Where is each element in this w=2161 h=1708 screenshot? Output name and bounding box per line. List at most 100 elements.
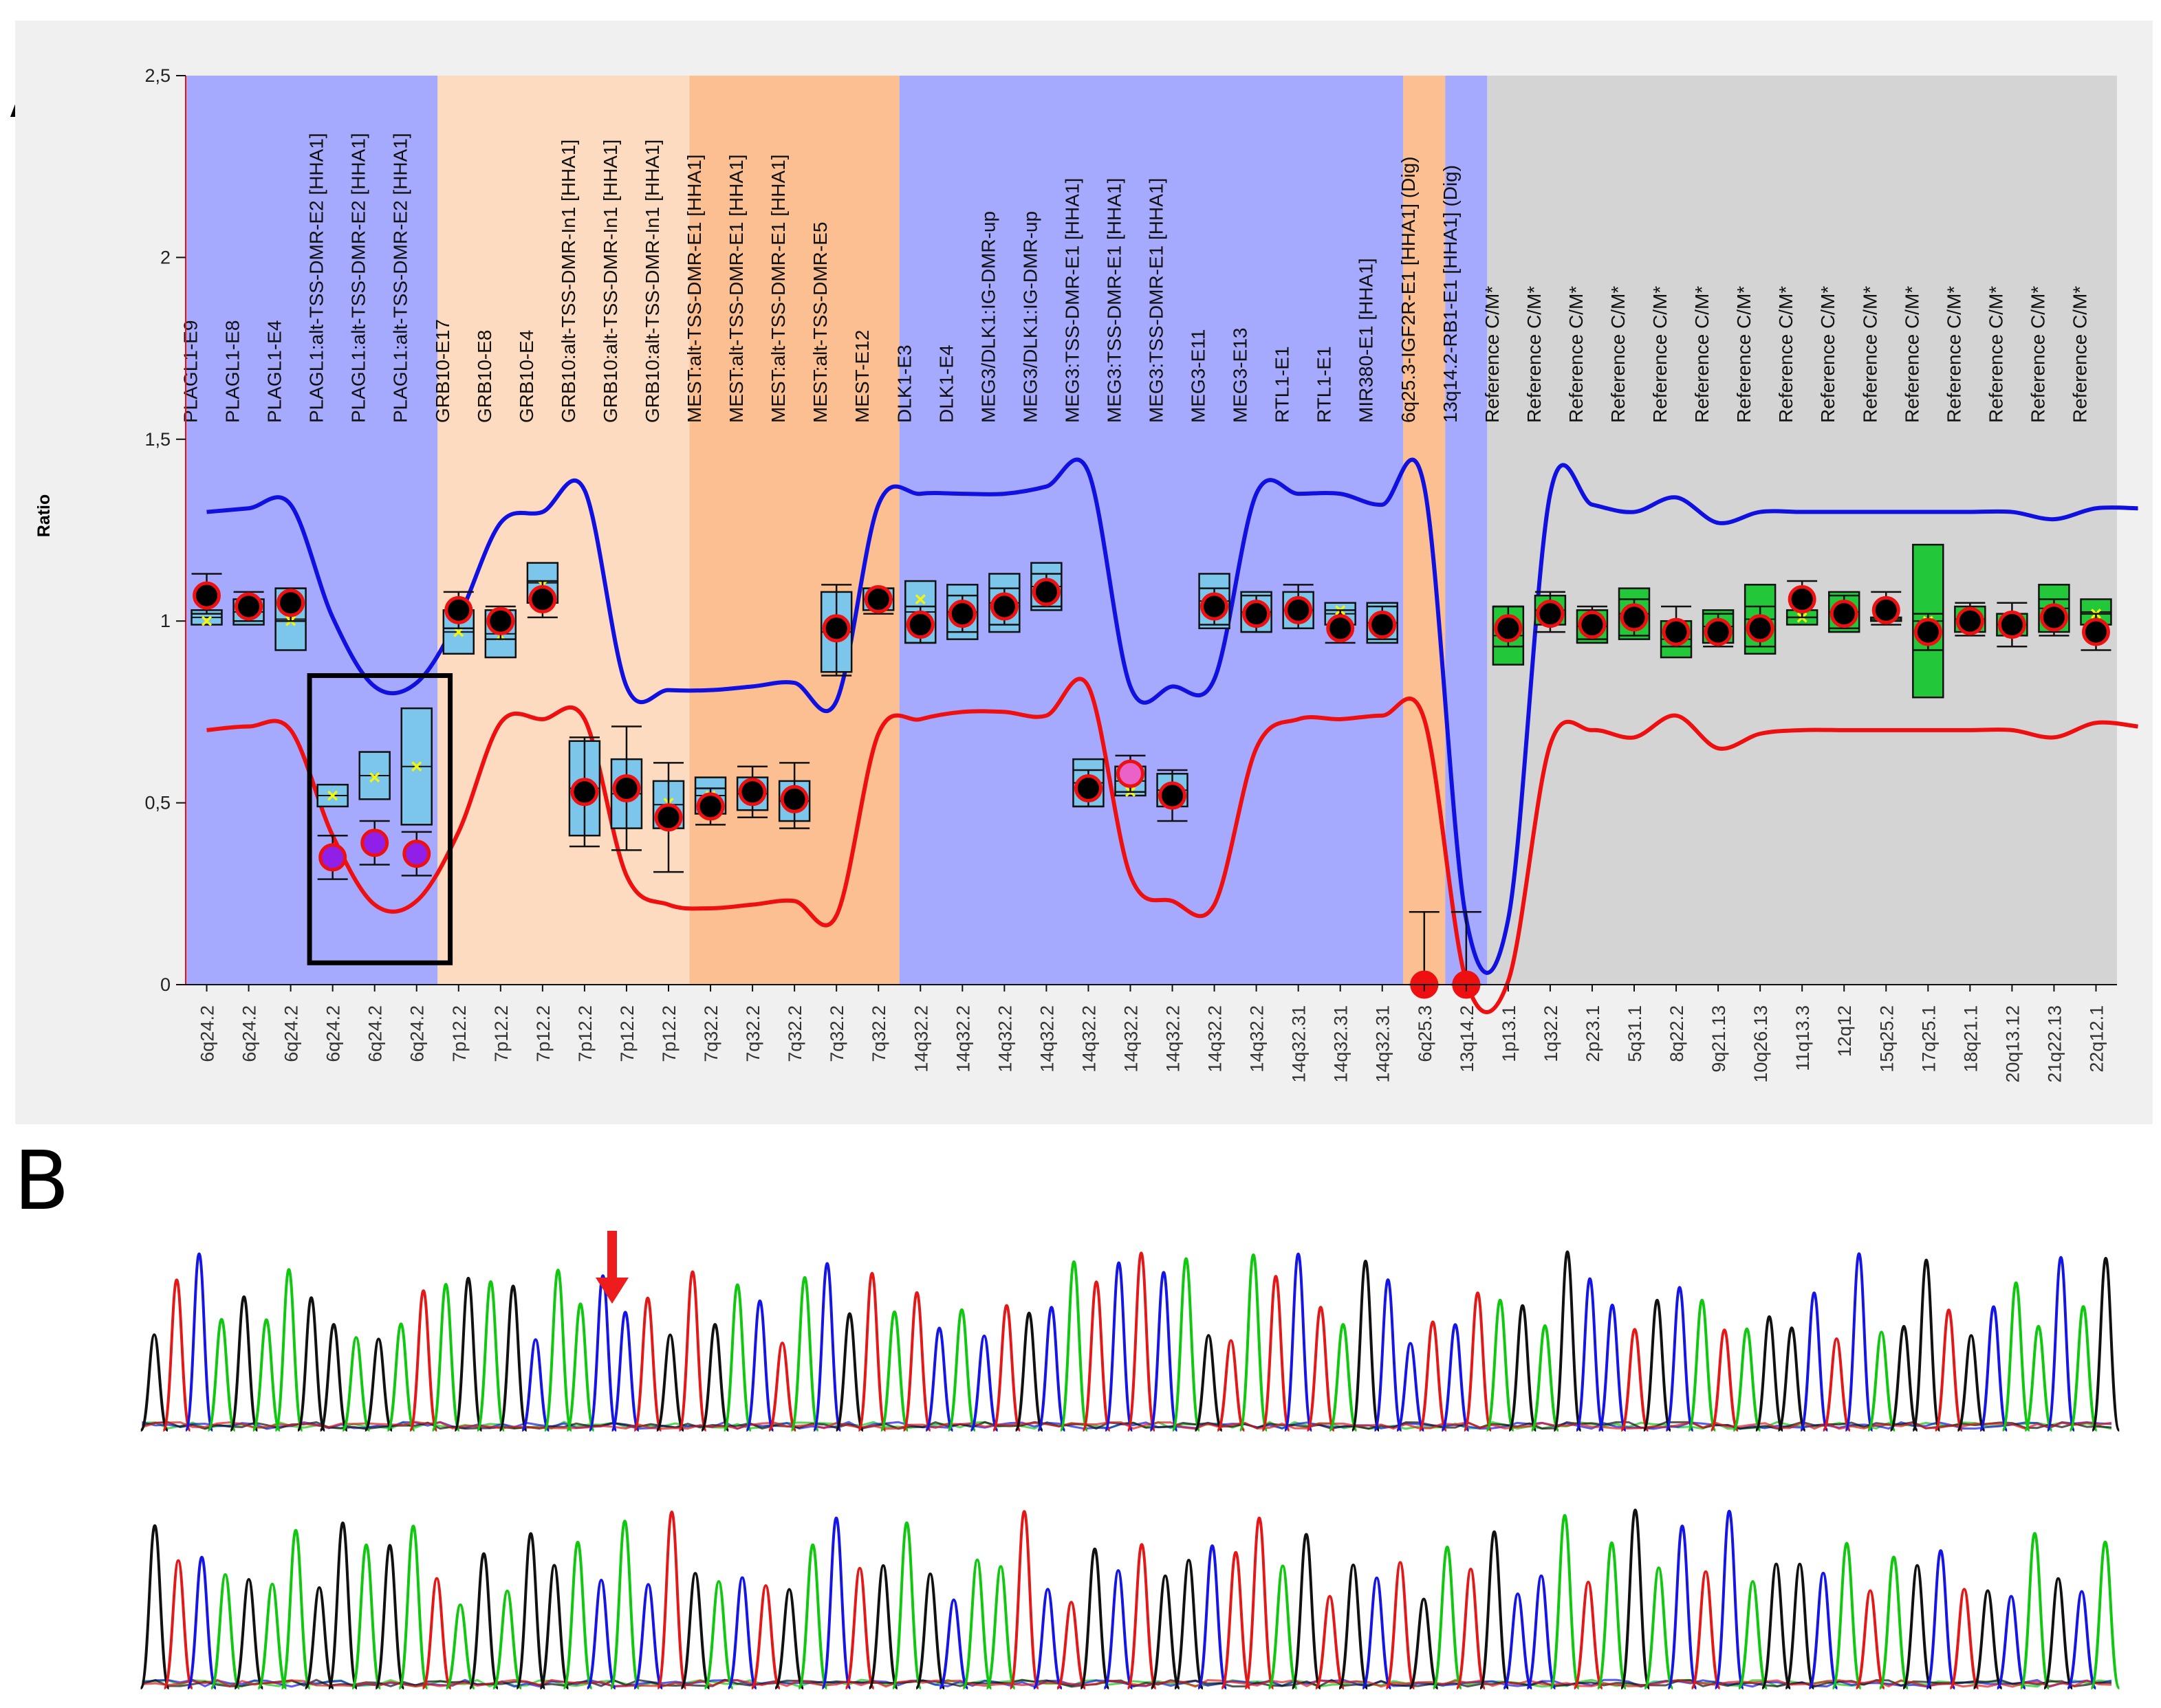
y-tick-label: 2 xyxy=(160,247,171,267)
bottom-trace-peak xyxy=(1431,1545,1463,1689)
top-trace-peak xyxy=(229,1295,259,1432)
bottom-trace-peak xyxy=(1713,1509,1745,1689)
top-trace-peak xyxy=(2023,1324,2054,1432)
ratio-point xyxy=(570,778,599,807)
top-trace-peak xyxy=(274,1268,304,1432)
probe-label: MEST:alt-TSS-DMR-E1 [HHA1] xyxy=(684,155,705,424)
probe-label: GRB10:alt-TSS-DMR-In1 [HHA1] xyxy=(642,140,663,423)
bottom-trace-peak xyxy=(703,1579,735,1689)
probe-label: GRB10-E17 xyxy=(432,319,453,423)
bottom-trace-peak xyxy=(1056,1601,1087,1689)
probe-label: MEG3/DLK1:IG-DMR-up xyxy=(977,211,999,423)
bottom-trace-peak xyxy=(821,1516,852,1689)
bottom-trace-peak xyxy=(1854,1589,1886,1689)
bottom-trace-peak xyxy=(327,1521,358,1689)
ratio-point xyxy=(1746,614,1774,643)
band-label: 14q32.2 xyxy=(995,1005,1015,1073)
bottom-trace-peak xyxy=(398,1524,429,1689)
ratio-point xyxy=(1997,610,2026,639)
band-label: 1p13.1 xyxy=(1499,1005,1519,1062)
bottom-trace-peak xyxy=(2066,1590,2098,1689)
top-trace-peak xyxy=(1642,1298,1672,1432)
band-label: 14q32.2 xyxy=(953,1005,973,1073)
probe-label: DLK1-E4 xyxy=(935,344,957,423)
bottom-trace-peak xyxy=(1525,1574,1557,1689)
bottom-trace-peak xyxy=(1244,1516,1275,1689)
top-trace-peak xyxy=(1328,1323,1358,1432)
y-tick-label: 1 xyxy=(160,611,171,631)
bottom-trace-peak xyxy=(492,1589,523,1689)
top-trace-peak xyxy=(1418,1320,1448,1432)
top-trace-peak xyxy=(1777,1326,1807,1432)
probe-label: MEST:alt-TSS-DMR-E1 [HHA1] xyxy=(768,155,789,424)
band-label: 14q32.31 xyxy=(1331,1005,1351,1083)
probe-label: GRB10:alt-TSS-DMR-In1 [HHA1] xyxy=(600,140,621,423)
band-label: 7p12.2 xyxy=(449,1005,470,1062)
ratio-point xyxy=(276,589,305,617)
ratio-point xyxy=(2039,603,2068,632)
lower-limit-line xyxy=(206,677,2138,1014)
bottom-trace-peak xyxy=(210,1573,241,1689)
top-trace-peak xyxy=(1261,1275,1291,1432)
top-trace-peak xyxy=(1844,1252,1874,1432)
top-trace-peak xyxy=(1889,1324,1919,1432)
ratio-point xyxy=(1326,614,1355,643)
bottom-trace-peak xyxy=(539,1564,570,1689)
probe-label: Reference C/M* xyxy=(1481,286,1503,423)
bottom-trace-peak xyxy=(1502,1592,1534,1689)
median-marker: × xyxy=(411,756,423,778)
top-trace-peak xyxy=(543,1269,573,1432)
bottom-trace-peak xyxy=(774,1588,805,1689)
bottom-trace-peak xyxy=(1126,1543,1158,1689)
band-label: 14q32.2 xyxy=(1163,1005,1184,1073)
bottom-trace-peak xyxy=(257,1582,288,1689)
top-trace-peak xyxy=(1485,1298,1515,1432)
ratio-point xyxy=(1494,614,1523,643)
top-trace-peak xyxy=(1058,1260,1089,1432)
top-trace-peak xyxy=(1149,1271,1179,1432)
band-label: 22q12.1 xyxy=(2086,1005,2107,1073)
top-trace-peak xyxy=(1530,1324,1560,1432)
mlpa-ratio-chart: PLAGL1-E9 PLAGL1-E8 PLAGL1-E4 PLAGL1:alt-TS… xyxy=(15,21,2153,1124)
bottom-trace-peak xyxy=(1267,1564,1299,1689)
bottom-trace-peak xyxy=(750,1584,781,1689)
bottom-trace-peak xyxy=(585,1579,617,1689)
region-band-orange xyxy=(689,76,900,985)
band-label: 7q32.2 xyxy=(869,1005,889,1062)
bottom-trace-peak xyxy=(1666,1524,1698,1689)
band-label: 6q24.2 xyxy=(197,1005,218,1062)
ratio-point xyxy=(906,610,935,639)
ratio-point xyxy=(486,606,515,635)
probe-label: MEST:alt-TSS-DMR-E1 [HHA1] xyxy=(726,155,747,424)
probe-label: PLAGL1-E4 xyxy=(264,320,285,423)
bottom-trace-peak xyxy=(2019,1531,2050,1689)
ratio-point xyxy=(822,614,851,643)
bottom-trace-peak xyxy=(1807,1571,1839,1689)
top-trace-peak xyxy=(139,1333,169,1432)
probe-label: Reference C/M* xyxy=(1649,286,1671,423)
probe-label: Reference C/M* xyxy=(1691,286,1713,423)
top-trace-peak xyxy=(1036,1306,1067,1432)
top-trace-peak xyxy=(1508,1304,1538,1432)
bottom-trace-peak xyxy=(1384,1561,1416,1689)
band-label: 13q14.2 xyxy=(1457,1005,1477,1073)
top-trace-peak xyxy=(902,1291,932,1432)
top-trace-peak xyxy=(969,1334,999,1432)
top-trace-peak xyxy=(1171,1257,1202,1432)
bottom-trace-peak xyxy=(1902,1564,1933,1689)
top-trace-peak xyxy=(812,1262,843,1432)
ratio-point xyxy=(780,785,809,813)
top-trace-peak xyxy=(1597,1303,1627,1432)
bottom-trace-peak xyxy=(985,1565,1017,1689)
probe-label: Reference C/M* xyxy=(2069,286,2090,423)
top-trace-peak xyxy=(1821,1337,1851,1432)
probe-label: MEG3:TSS-DMR-E1 [HHA1] xyxy=(1061,178,1083,423)
median-marker: × xyxy=(201,610,213,633)
bottom-trace-peak xyxy=(844,1566,876,1689)
region-band-gray xyxy=(1487,76,2117,985)
top-trace-peak xyxy=(162,1278,192,1432)
top-trace-peak xyxy=(2001,1281,2031,1432)
top-trace-peak xyxy=(1193,1334,1224,1432)
bottom-trace-peak xyxy=(656,1510,688,1689)
bottom-trace-peak xyxy=(139,1524,171,1689)
